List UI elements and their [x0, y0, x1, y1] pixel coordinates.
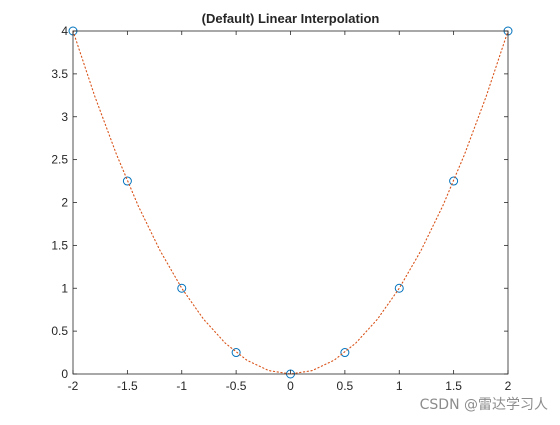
- data-point-marker: [231, 348, 241, 358]
- data-point-marker: [449, 176, 459, 186]
- x-tick-label: -2: [68, 379, 79, 393]
- x-tick-label: 0.5: [337, 379, 354, 393]
- x-tick-label: -0.5: [226, 379, 247, 393]
- chart-title: (Default) Linear Interpolation: [202, 11, 380, 26]
- x-tick-label: 2: [505, 379, 512, 393]
- x-tick-label: 0: [287, 379, 294, 393]
- y-tick-label: 0: [61, 367, 68, 381]
- y-tick-label: 1: [61, 281, 68, 295]
- y-tick-label: 2.5: [51, 153, 68, 167]
- data-point-marker: [122, 176, 132, 186]
- data-point-marker: [394, 283, 404, 293]
- x-tick-label: 1.5: [445, 379, 462, 393]
- y-tick-label: 4: [61, 24, 68, 38]
- x-tick-label: -1: [176, 379, 187, 393]
- y-tick-label: 1.5: [51, 238, 68, 252]
- y-tick-label: 3: [61, 110, 68, 124]
- x-tick-label: -1.5: [117, 379, 138, 393]
- data-point-marker: [177, 283, 187, 293]
- data-point-marker: [340, 348, 350, 358]
- y-tick-label: 3.5: [51, 67, 68, 81]
- y-tick-label: 0.5: [51, 324, 68, 338]
- x-tick-label: 1: [396, 379, 403, 393]
- plot-area: [73, 31, 508, 374]
- watermark: CSDN @雷达学习人: [419, 397, 548, 413]
- y-tick-label: 2: [61, 196, 68, 210]
